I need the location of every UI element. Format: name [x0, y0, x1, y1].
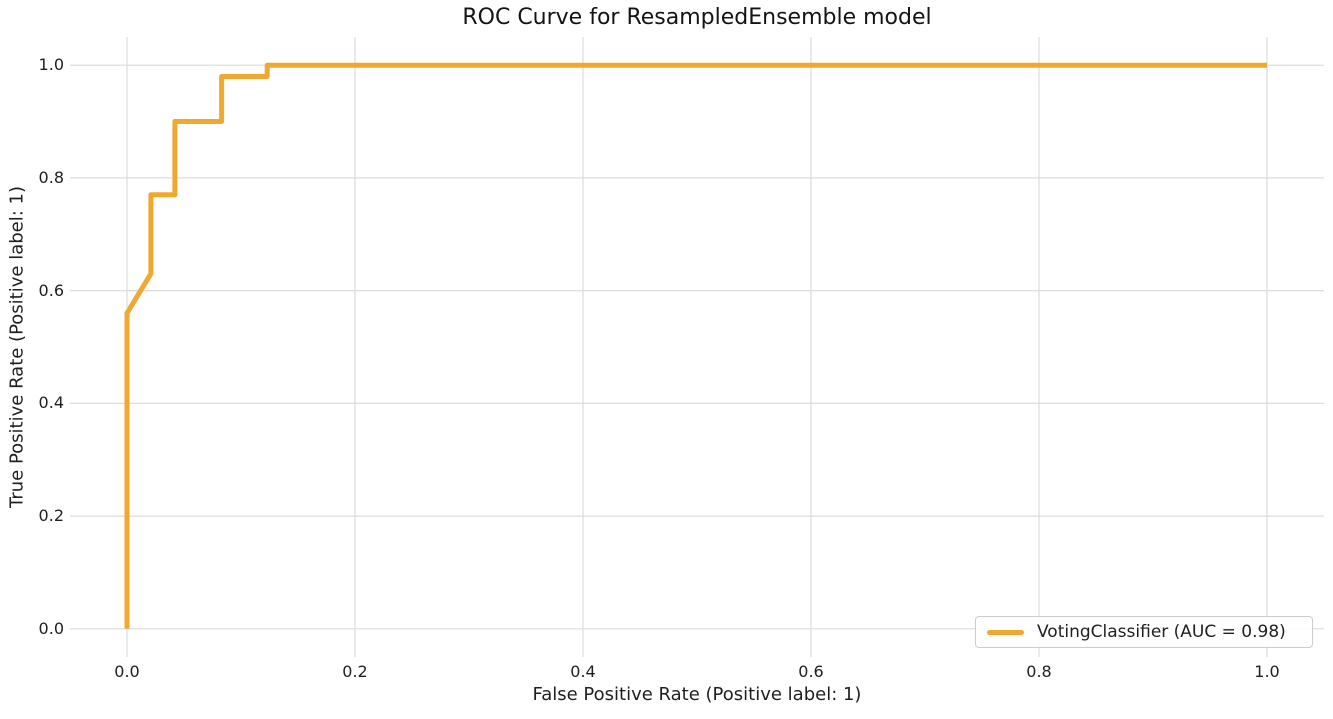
y-tick-label: 0.4 [38, 393, 64, 413]
x-tick-label: 0.0 [114, 662, 140, 681]
y-tick-label: 1.0 [38, 55, 64, 75]
x-axis-label: False Positive Rate (Positive label: 1) [532, 684, 862, 705]
y-tick-label: 0.6 [38, 280, 64, 300]
gridlines-layer [70, 37, 1324, 657]
legend: VotingClassifier (AUC = 0.98) [975, 616, 1313, 648]
roc-curve-layer [124, 62, 1267, 629]
x-tick-label: 0.2 [342, 662, 368, 681]
x-tick-label: 0.6 [798, 662, 824, 681]
plot-area [70, 37, 1324, 657]
legend-label: VotingClassifier (AUC = 0.98) [1037, 622, 1286, 642]
roc-curve-svg [70, 37, 1324, 657]
y-axis-label: True Positive Rate (Positive label: 1) [6, 186, 28, 508]
x-tick-label: 0.8 [1026, 662, 1052, 681]
roc-curve-line [124, 62, 1267, 629]
legend-line-swatch [987, 629, 1024, 635]
y-tick-label: 0.8 [38, 167, 64, 187]
chart-title: ROC Curve for ResampledEnsemble model [462, 5, 932, 30]
y-tick-label: 0.0 [38, 618, 64, 638]
y-tick-label: 0.2 [38, 506, 64, 526]
x-tick-label: 0.4 [570, 662, 596, 681]
x-tick-label: 1.0 [1254, 662, 1280, 681]
